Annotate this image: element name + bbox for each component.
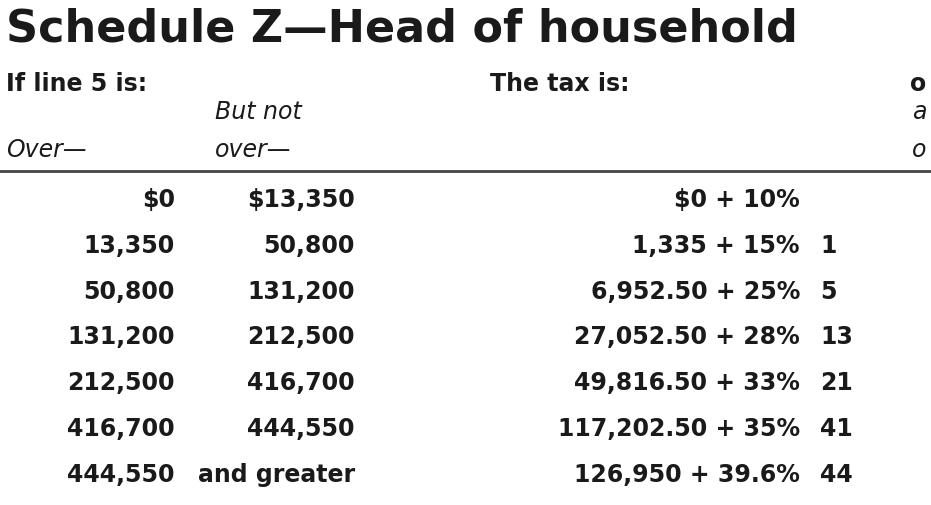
Text: o: o [910,72,926,96]
Text: 131,200: 131,200 [68,325,175,349]
Text: 27,052.50 + 28%: 27,052.50 + 28% [574,325,800,349]
Text: 444,550: 444,550 [248,417,355,440]
Text: 117,202.50 + 35%: 117,202.50 + 35% [558,417,800,440]
Text: If line 5 is:: If line 5 is: [6,72,147,96]
Text: 212,500: 212,500 [248,325,355,349]
Text: a: a [912,100,926,124]
Text: 13: 13 [820,325,853,349]
Text: 444,550: 444,550 [68,462,175,486]
Text: 50,800: 50,800 [84,279,175,303]
Text: 416,700: 416,700 [248,371,355,394]
Text: 49,816.50 + 33%: 49,816.50 + 33% [574,371,800,394]
Text: 1: 1 [820,233,836,257]
Text: 126,950 + 39.6%: 126,950 + 39.6% [574,462,800,486]
Text: $0: $0 [142,187,175,212]
Text: But not: But not [215,100,302,124]
Text: and greater: and greater [198,462,355,486]
Text: $13,350: $13,350 [248,187,355,212]
Text: Schedule Z—Head of household: Schedule Z—Head of household [6,8,798,51]
Text: 21: 21 [820,371,853,394]
Text: 41: 41 [820,417,853,440]
Text: 6,952.50 + 25%: 6,952.50 + 25% [590,279,800,303]
Text: $0 + 10%: $0 + 10% [674,187,800,212]
Text: o: o [912,138,926,162]
Text: 212,500: 212,500 [68,371,175,394]
Text: The tax is:: The tax is: [490,72,629,96]
Text: Over—: Over— [6,138,87,162]
Text: 13,350: 13,350 [84,233,175,257]
Text: 131,200: 131,200 [248,279,355,303]
Text: 5: 5 [820,279,836,303]
Text: 50,800: 50,800 [263,233,355,257]
Text: over—: over— [215,138,291,162]
Text: 1,335 + 15%: 1,335 + 15% [632,233,800,257]
Text: 416,700: 416,700 [67,417,175,440]
Text: 44: 44 [820,462,853,486]
